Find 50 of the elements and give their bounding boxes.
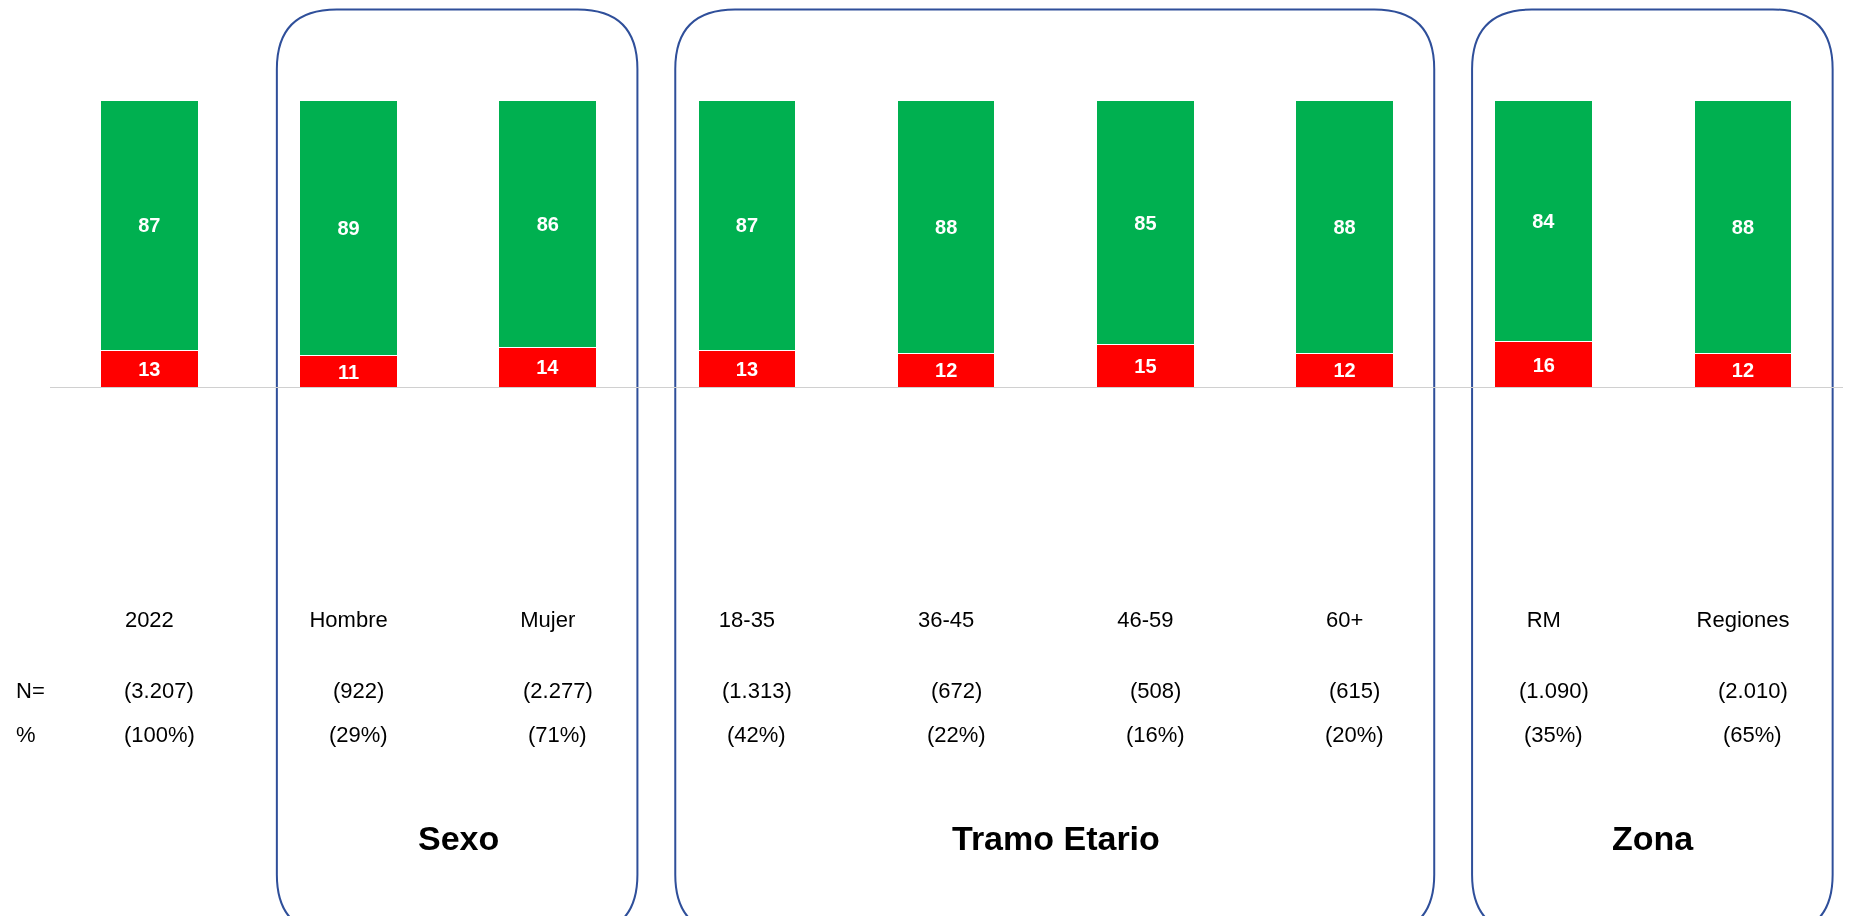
- data-label: 87: [735, 214, 759, 237]
- text: (16%): [1126, 722, 1185, 747]
- data-label: 88: [1333, 215, 1356, 238]
- text: (508): [1130, 678, 1182, 703]
- text: (2.277): [523, 678, 593, 703]
- data-label: 14: [536, 356, 560, 379]
- data-label: 86: [536, 213, 559, 236]
- data-label: 88: [1731, 215, 1755, 238]
- data-label: 12: [1333, 359, 1356, 382]
- text: (1.313): [722, 678, 792, 703]
- x-tick-label: RM: [1526, 606, 1561, 632]
- text: (100%): [124, 722, 195, 747]
- text: (22%): [927, 722, 986, 747]
- x-tick-label: 18-35: [718, 606, 776, 632]
- text: (35%): [1524, 722, 1583, 747]
- text: (672): [931, 678, 983, 703]
- data-label: 13: [138, 357, 161, 380]
- x-tick-label: 60+: [1325, 606, 1364, 632]
- data-label: 88: [935, 215, 958, 238]
- x-tick-label: Hombre: [309, 606, 388, 632]
- data-label: 84: [1532, 210, 1556, 233]
- text: (20%): [1325, 722, 1384, 747]
- data-label: 85: [1134, 211, 1157, 234]
- x-tick-label: Mujer: [520, 606, 576, 632]
- text: (71%): [528, 722, 587, 747]
- data-label: 87: [138, 214, 161, 237]
- text: (2.010): [1718, 678, 1788, 703]
- text: (922): [333, 678, 385, 703]
- data-label: 12: [935, 359, 958, 382]
- text: (1.090): [1519, 678, 1589, 703]
- data-label: 12: [1731, 359, 1755, 382]
- text: Sexo: [418, 819, 500, 857]
- text: (29%): [329, 722, 388, 747]
- data-label: 15: [1134, 354, 1157, 377]
- x-tick-label: 2022: [124, 606, 174, 632]
- data-label: 11: [337, 360, 360, 383]
- text: %: [16, 722, 36, 747]
- data-label: 13: [735, 357, 759, 380]
- text: (42%): [727, 722, 786, 747]
- text: Zona: [1612, 819, 1695, 857]
- x-tick-label: 46-59: [1117, 606, 1174, 632]
- data-label: 16: [1532, 353, 1555, 376]
- text: (615): [1329, 678, 1381, 703]
- text: (3.207): [124, 678, 194, 703]
- x-tick-label: 36-45: [918, 606, 975, 632]
- text: (65%): [1723, 722, 1782, 747]
- text: Tramo Etario: [952, 819, 1160, 857]
- data-label: 89: [337, 217, 360, 240]
- x-tick-label: Regiones: [1696, 606, 1790, 632]
- text: N=: [16, 678, 45, 703]
